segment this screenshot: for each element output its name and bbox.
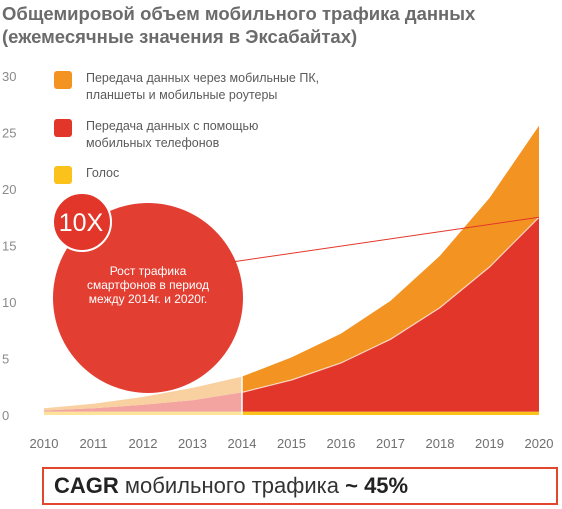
legend-label-phones-line2: мобильных телефонов [86,136,220,150]
x-tick-label: 2020 [525,436,554,451]
x-tick-label: 2010 [30,436,59,451]
x-tick-label: 2018 [426,436,455,451]
cagr-value: ~ 45% [345,473,409,498]
legend-swatch-phones [54,119,72,137]
y-tick-label: 30 [2,69,16,84]
area-series-2-faded [44,376,242,411]
legend-item-phones: Передача данных с помощью мобильных теле… [54,118,258,152]
callout-bubble [53,203,243,393]
legend-label-voice-line1: Голос [86,166,120,180]
area-series-0 [242,411,539,415]
y-tick-label: 15 [2,239,16,254]
growth-badge-label: 10X [59,209,104,237]
chart-title: Общемировой объем мобильного трафика дан… [2,2,475,48]
legend-label-phones-line1: Передача данных с помощью [86,119,259,133]
x-tick-label: 2014 [228,436,257,451]
legend-swatch-pc [54,71,72,89]
area-layer [44,376,242,415]
legend-label-voice: Голос [86,165,119,182]
y-tick-label: 20 [2,182,16,197]
x-tick-label: 2015 [277,436,306,451]
y-tick-label: 25 [2,126,16,141]
legend-item-voice: Голос [54,165,119,184]
growth-badge [52,192,112,252]
callout-layer: 10X [52,192,540,393]
legend-item-pc: Передача данных через мобильные ПК, план… [54,70,319,104]
area-series-1-faded [44,392,242,412]
cagr-label: CAGR [54,473,119,498]
area-series-1 [242,217,539,412]
series-separator [241,216,540,393]
legend-label-pc: Передача данных через мобильные ПК, план… [86,70,319,104]
x-tick-label: 2012 [129,436,158,451]
chart-title-line1: Общемировой объем мобильного трафика дан… [2,3,476,24]
x-axis: 2010 2011 2012 2013 2014 2015 2016 2017 2018 2019… [30,436,554,451]
area-series-0-faded [44,411,242,415]
callout-text: Рост трафика смартфонов в период между 2… [86,264,210,306]
cagr-banner: CAGR мобильного трафика ~ 45% [42,467,558,505]
legend-label-pc-line1: Передача данных через мобильные ПК, [86,71,320,85]
x-tick-label: 2013 [178,436,207,451]
x-tick-label: 2019 [475,436,504,451]
legend-label-pc-line2: планшеты и мобильные роутеры [86,88,278,102]
y-axis: 0 5 10 15 20 25 30 [2,69,16,423]
legend-swatch-voice [54,166,72,184]
callout-pointer [231,216,540,263]
x-tick-label: 2016 [327,436,356,451]
y-tick-label: 10 [2,295,16,310]
chart-title-line2: (ежемесячные значения в Эксабайтах) [2,26,358,47]
x-tick-label: 2017 [376,436,405,451]
y-tick-label: 0 [2,408,9,423]
y-tick-label: 5 [2,352,9,367]
highlight-layer [241,125,540,415]
legend-label-phones: Передача данных с помощью мобильных теле… [86,118,258,152]
x-tick-label: 2011 [80,436,108,451]
cagr-text: мобильного трафика [118,473,346,498]
